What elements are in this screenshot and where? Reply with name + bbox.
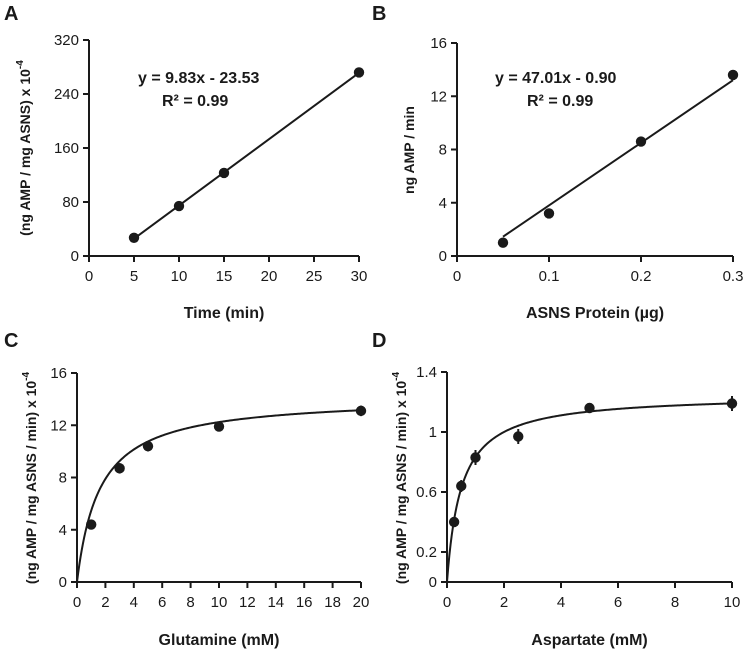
x-tick-label: 15	[216, 268, 233, 285]
y-tick-label: 80	[62, 194, 79, 211]
x-axis-label: Aspartate (mM)	[531, 632, 647, 649]
x-tick-label: 5	[130, 268, 138, 285]
data-point	[543, 208, 555, 219]
x-tick-label: 0.2	[631, 268, 652, 285]
x-tick-label: 30	[351, 268, 368, 285]
x-tick-label: 0	[443, 594, 451, 611]
x-tick-label: 12	[239, 594, 256, 611]
panel-letter-a: A	[4, 3, 18, 25]
fit-curve	[446, 402, 733, 583]
data-point	[635, 136, 647, 147]
y-tick-label: 8	[59, 470, 67, 487]
data-point	[513, 431, 524, 442]
r-squared: R² = 0.99	[162, 93, 228, 110]
panel-letter-c: C	[4, 330, 18, 352]
x-axis-label: Time (min)	[184, 305, 265, 322]
x-tick-label: 20	[261, 268, 278, 285]
y-tick-label: 4	[439, 195, 447, 212]
x-tick-label: 6	[158, 594, 166, 611]
y-tick-label: 0	[439, 248, 447, 265]
fit-equation: y = 47.01x - 0.90	[495, 70, 617, 87]
data-point	[726, 398, 738, 409]
data-point	[142, 440, 154, 452]
panel-letter-b: B	[372, 3, 386, 25]
x-axis-label: Glutamine (mM)	[159, 632, 280, 649]
y-tick-label: 0	[71, 248, 79, 265]
panel-c: C 0 2 4 6 8 10 12 14 16 18 20 0 4 8 12 16 Glutamine (mM)…	[4, 330, 369, 649]
y-axis-label-main: ng AMP / min	[401, 106, 417, 194]
data-point	[218, 167, 230, 179]
data-point	[355, 405, 367, 417]
y-tick-label: 16	[430, 35, 447, 52]
x-tick-label: 8	[186, 594, 194, 611]
x-tick-label: 0	[85, 268, 93, 285]
data-point	[353, 67, 365, 78]
y-tick-label: 240	[54, 86, 79, 103]
data-point	[727, 69, 739, 81]
y-tick-label: 4	[59, 522, 67, 539]
y-tick-label: 1.4	[416, 364, 437, 381]
fit-line	[133, 72, 360, 240]
x-tick-label: 16	[296, 594, 313, 611]
y-axis-label-main: (ng AMP / mg ASNS / min) x 10	[393, 381, 409, 585]
y-axis-label-main: (ng AMP / mg ASNS / min) x 10	[23, 381, 39, 585]
x-tick-label: 10	[211, 594, 228, 611]
y-axis-label-main: (ng AMP / mg ASNS) x 10	[17, 69, 33, 236]
x-axis-label: ASNS Protein (µg)	[526, 305, 664, 322]
x-tick-label: 0.3	[723, 268, 744, 285]
panel-a: A 0 5 10 15 20 25 30 0 80 160 240 320 Time (min) (ng …	[4, 3, 367, 322]
data-point	[584, 402, 595, 414]
x-tick-label: 14	[267, 594, 284, 611]
data-point	[213, 421, 225, 432]
x-tick-label: 25	[306, 268, 323, 285]
y-axis-label-exponent: -4	[21, 371, 32, 380]
x-tick-label: 6	[614, 594, 622, 611]
panel-d: D 0 2 4 6 8 10 0 0.2 0.6 1 1.4 Aspartate (mM) (ng AM…	[372, 330, 740, 649]
y-tick-label: 0	[59, 574, 67, 591]
x-tick-label: 0	[453, 268, 461, 285]
y-axis-label: ng AMP / min	[401, 106, 417, 194]
y-axis-label-exponent: -4	[391, 371, 402, 380]
x-tick-label: 4	[130, 594, 138, 611]
y-tick-label: 1	[429, 424, 437, 441]
x-tick-label: 0.1	[539, 268, 560, 285]
x-tick-label: 2	[500, 594, 508, 611]
x-tick-label: 8	[671, 594, 679, 611]
data-point	[497, 237, 509, 248]
data-point	[456, 480, 467, 492]
x-tick-label: 2	[101, 594, 109, 611]
r-squared: R² = 0.99	[527, 93, 593, 110]
x-tick-label: 10	[724, 594, 741, 611]
data-point	[114, 463, 125, 474]
y-tick-label: 0.2	[416, 544, 437, 561]
y-tick-label: 8	[439, 142, 447, 159]
y-tick-label: 12	[50, 417, 67, 434]
data-point	[128, 232, 140, 243]
y-tick-label: 160	[54, 140, 79, 157]
y-axis-label-exponent: -4	[15, 60, 26, 69]
y-axis-label: (ng AMP / mg ASNS / min) x 10-4	[391, 371, 409, 584]
panel-letter-d: D	[372, 330, 386, 352]
data-point	[448, 516, 460, 528]
x-tick-label: 20	[353, 594, 370, 611]
data-point	[173, 200, 185, 212]
y-tick-label: 0	[429, 574, 437, 591]
panel-b: B 0 0.1 0.2 0.3 0 4 8 12 16 ASNS Protein (µg) ng A…	[372, 3, 743, 322]
y-tick-label: 0.6	[416, 484, 437, 501]
data-point	[86, 519, 97, 530]
fit-equation: y = 9.83x - 23.53	[138, 70, 260, 87]
y-tick-label: 12	[430, 88, 447, 105]
x-tick-label: 18	[324, 594, 341, 611]
y-axis-label: (ng AMP / mg ASNS) x 10-4	[15, 60, 33, 236]
x-tick-label: 10	[171, 268, 188, 285]
y-axis-label: (ng AMP / mg ASNS / min) x 10-4	[21, 371, 39, 584]
x-tick-label: 0	[73, 594, 81, 611]
fit-line	[502, 79, 734, 238]
data-point	[470, 452, 481, 463]
y-tick-label: 16	[50, 365, 67, 382]
x-tick-label: 4	[557, 594, 565, 611]
fit-curve	[76, 409, 362, 583]
y-tick-label: 320	[54, 32, 79, 49]
